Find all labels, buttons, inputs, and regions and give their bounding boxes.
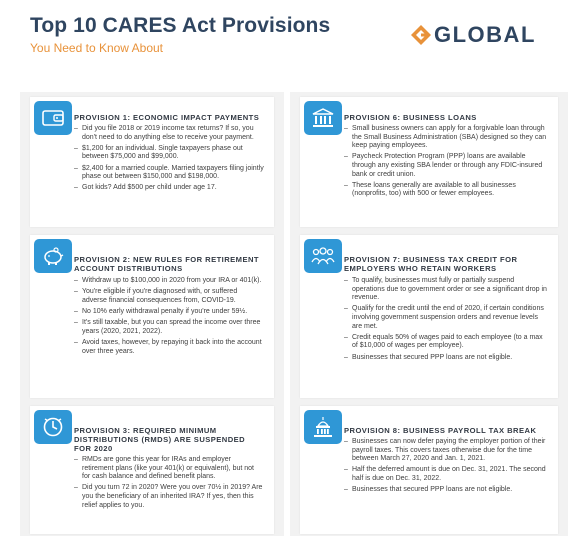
provision-card-6: PROVISION 6: BUSINESS LOANS Small busine… [300, 97, 558, 227]
provision-list: Did you file 2018 or 2019 income tax ret… [74, 125, 264, 196]
provision-heading: PROVISION 7: BUSINESS TAX CREDIT FOR EMP… [344, 255, 554, 273]
provision-list: Businesses can now defer paying the empl… [344, 438, 548, 497]
capitol-building-icon [304, 410, 342, 444]
list-item: Credit equals 50% of wages paid to each … [344, 334, 548, 351]
list-item: $2,400 for a married couple. Married tax… [74, 165, 264, 182]
provision-card-7: PROVISION 7: BUSINESS TAX CREDIT FOR EMP… [300, 235, 558, 398]
provision-card-2: PROVISION 2: NEW RULES FOR RETIREMENT AC… [30, 235, 274, 398]
provision-list: RMDs are gone this year for IRAs and emp… [74, 456, 264, 513]
provision-card-8: PROVISION 8: BUSINESS PAYROLL TAX BREAK … [300, 406, 558, 534]
heading-line: PROVISION 7: BUSINESS TAX CREDIT FOR [344, 255, 518, 264]
page-title: Top 10 CARES Act Provisions [30, 14, 331, 37]
wallet-icon [34, 101, 72, 135]
list-item: These loans generally are available to a… [344, 182, 548, 199]
piggy-bank-icon [34, 239, 72, 273]
header: Top 10 CARES Act Provisions You Need to … [0, 0, 580, 90]
list-item: You're eligible if you're diagnosed with… [74, 288, 264, 305]
list-item: $1,200 for an individual. Single taxpaye… [74, 145, 264, 162]
provision-heading: PROVISION 3: REQUIRED MINIMUM DISTRIBUTI… [74, 426, 270, 453]
list-item: Businesses can now defer paying the empl… [344, 438, 548, 464]
heading-line: PROVISION 2: NEW RULES FOR RETIREMENT [74, 255, 259, 264]
list-item: No 10% early withdrawal penalty if you'r… [74, 308, 264, 317]
list-item: Half the deferred amount is due on Dec. … [344, 466, 548, 483]
list-item: Paycheck Protection Program (PPP) loans … [344, 153, 548, 179]
heading-line: ACCOUNT DISTRIBUTIONS [74, 264, 183, 273]
provision-heading: PROVISION 1: ECONOMIC IMPACT PAYMENTS [74, 113, 260, 122]
provision-list: Withdraw up to $100,000 in 2020 from you… [74, 277, 264, 359]
list-item: Got kids? Add $500 per child under age 1… [74, 184, 264, 193]
clock-icon [34, 410, 72, 444]
list-item: Businesses that secured PPP loans are no… [344, 486, 548, 495]
page-subtitle: You Need to Know About [30, 41, 163, 55]
list-item: It's still taxable, but you can spread t… [74, 319, 264, 336]
heading-line: DISTRIBUTIONS (RMDS) ARE SUSPENDED [74, 435, 246, 444]
employees-icon [304, 239, 342, 273]
list-item: Small business owners can apply for a fo… [344, 125, 548, 151]
heading-line: FOR 2020 [74, 444, 113, 453]
provision-list: Small business owners can apply for a fo… [344, 125, 548, 202]
bank-building-icon [304, 101, 342, 135]
logo-text: GLOBAL [434, 22, 536, 47]
provision-card-1: PROVISION 1: ECONOMIC IMPACT PAYMENTS Di… [30, 97, 274, 227]
provision-heading: PROVISION 8: BUSINESS PAYROLL TAX BREAK [344, 426, 537, 435]
list-item: Did you turn 72 in 2020? Were you over 7… [74, 484, 264, 510]
global-logo-icon [411, 25, 431, 45]
provision-card-3: PROVISION 3: REQUIRED MINIMUM DISTRIBUTI… [30, 406, 274, 534]
global-logo: GLOBAL [410, 22, 536, 48]
list-item: Qualify for the credit until the end of … [344, 305, 548, 331]
provision-list: To qualify, businesses must fully or par… [344, 277, 548, 365]
list-item: Avoid taxes, however, by repaying it bac… [74, 339, 264, 356]
list-item: To qualify, businesses must fully or par… [344, 277, 548, 303]
list-item: Withdraw up to $100,000 in 2020 from you… [74, 277, 264, 286]
list-item: Did you file 2018 or 2019 income tax ret… [74, 125, 264, 142]
heading-line: PROVISION 3: REQUIRED MINIMUM [74, 426, 217, 435]
provision-heading: PROVISION 6: BUSINESS LOANS [344, 113, 477, 122]
provision-heading: PROVISION 2: NEW RULES FOR RETIREMENT AC… [74, 255, 270, 273]
list-item: Businesses that secured PPP loans are no… [344, 354, 548, 363]
list-item: RMDs are gone this year for IRAs and emp… [74, 456, 264, 482]
heading-line: EMPLOYERS WHO RETAIN WORKERS [344, 264, 497, 273]
